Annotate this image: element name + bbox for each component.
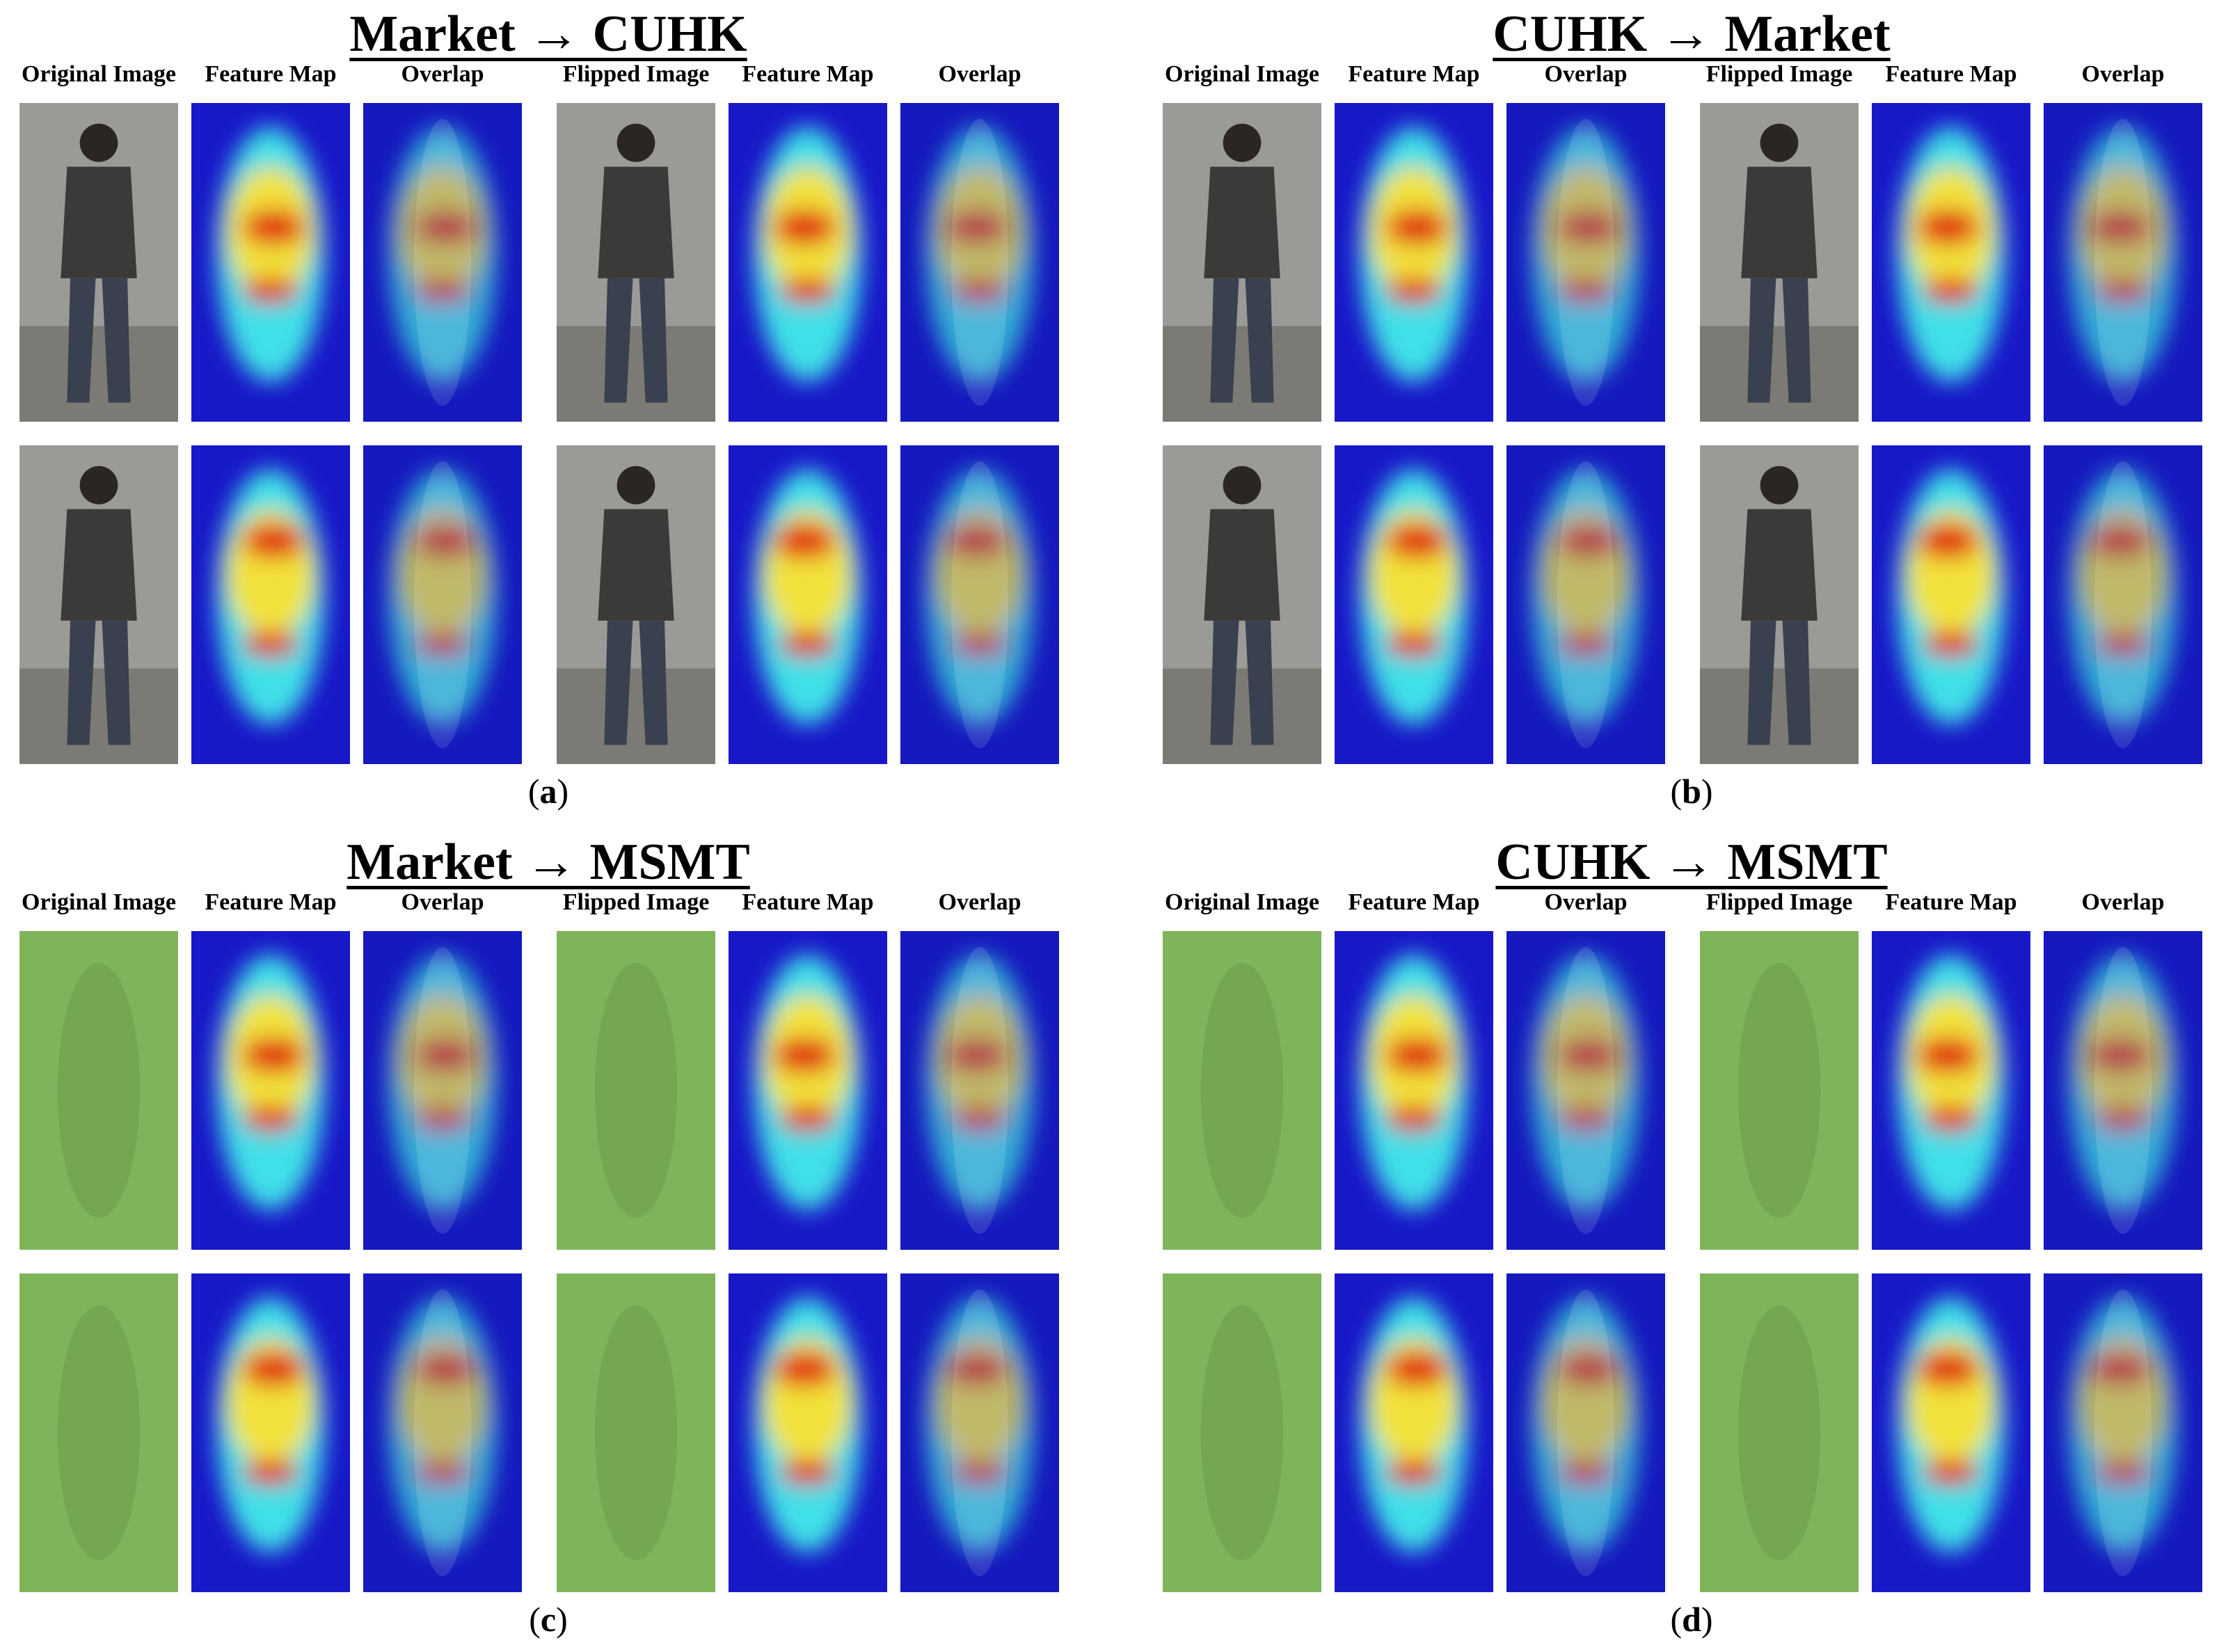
feature-map xyxy=(1335,1273,1493,1592)
column-label: Overlap xyxy=(938,889,1021,915)
flipped-overlap-image xyxy=(2044,103,2202,422)
source-image xyxy=(1163,931,1321,1250)
overlap-image xyxy=(363,931,522,1250)
panel-letter: d xyxy=(1682,1600,1701,1639)
feature-map xyxy=(191,103,350,422)
feature-map xyxy=(1335,931,1493,1250)
flipped-source-image xyxy=(557,103,715,422)
column-label: Overlap xyxy=(2081,61,2165,87)
column-label: Feature Map xyxy=(742,61,874,87)
source-image xyxy=(1163,1273,1321,1592)
panel-letter: b xyxy=(1682,772,1701,811)
column-label: Feature Map xyxy=(1885,889,2017,915)
panel-title-a: Market → CUHK xyxy=(349,6,747,63)
flipped-feature-map xyxy=(1872,931,2030,1250)
column-label: Original Image xyxy=(1165,889,1319,915)
column-label: Overlap xyxy=(1544,61,1628,87)
column-label: Flipped Image xyxy=(1705,61,1853,87)
source-image xyxy=(1163,103,1321,422)
column-label: Flipped Image xyxy=(562,61,710,87)
panel-title-b: CUHK → Market xyxy=(1493,6,1891,63)
flipped-feature-map xyxy=(729,931,887,1250)
column-label: Overlap xyxy=(401,889,484,915)
column-label: Feature Map xyxy=(742,889,874,915)
column-label: Flipped Image xyxy=(562,889,710,915)
feature-map xyxy=(191,1273,350,1592)
feature-map xyxy=(191,445,350,764)
panel-caption-b: (b) xyxy=(1670,772,1713,811)
feature-map xyxy=(191,931,350,1250)
column-label: Overlap xyxy=(401,61,484,87)
feature-map xyxy=(1335,103,1493,422)
panel-caption-c: (c) xyxy=(529,1600,568,1639)
panel-letter: c xyxy=(540,1600,557,1639)
column-label: Feature Map xyxy=(1885,61,2017,87)
overlap-image xyxy=(1506,103,1665,422)
overlap-image xyxy=(363,445,522,764)
flipped-source-image xyxy=(557,1273,715,1592)
column-label: Overlap xyxy=(2081,889,2165,915)
overlap-image xyxy=(1506,445,1665,764)
flipped-overlap-image xyxy=(900,931,1059,1250)
column-label: Feature Map xyxy=(205,889,337,915)
source-image xyxy=(1163,445,1321,764)
source-image xyxy=(19,1273,178,1592)
panel-title-c: Market → MSMT xyxy=(347,834,750,891)
flipped-overlap-image xyxy=(900,103,1059,422)
flipped-source-image xyxy=(1700,445,1859,764)
flipped-source-image xyxy=(1700,931,1859,1250)
flipped-feature-map xyxy=(1872,103,2030,422)
column-label: Original Image xyxy=(22,889,176,915)
overlap-image xyxy=(363,1273,522,1592)
column-label: Overlap xyxy=(1544,889,1628,915)
flipped-overlap-image xyxy=(900,445,1059,764)
flipped-feature-map xyxy=(1872,445,2030,764)
column-label: Feature Map xyxy=(205,61,337,87)
flipped-feature-map xyxy=(729,103,887,422)
overlap-image xyxy=(363,103,522,422)
flipped-source-image xyxy=(1700,103,1859,422)
panel-letter: a xyxy=(539,772,557,811)
flipped-overlap-image xyxy=(2044,1273,2202,1592)
feature-map xyxy=(1335,445,1493,764)
column-label: Flipped Image xyxy=(1705,889,1853,915)
flipped-feature-map xyxy=(729,1273,887,1592)
panel-caption-d: (d) xyxy=(1670,1600,1713,1639)
column-label: Feature Map xyxy=(1348,61,1480,87)
source-image xyxy=(19,931,178,1250)
column-label: Original Image xyxy=(1165,61,1319,87)
source-image xyxy=(19,103,178,422)
flipped-overlap-image xyxy=(2044,931,2202,1250)
flipped-overlap-image xyxy=(2044,445,2202,764)
flipped-feature-map xyxy=(1872,1273,2030,1592)
overlap-image xyxy=(1506,931,1665,1250)
flipped-overlap-image xyxy=(900,1273,1059,1592)
flipped-feature-map xyxy=(729,445,887,764)
flipped-source-image xyxy=(1700,1273,1859,1592)
panel-caption-a: (a) xyxy=(527,772,569,811)
panel-title-d: CUHK → MSMT xyxy=(1495,834,1888,891)
source-image xyxy=(19,445,178,764)
overlap-image xyxy=(1506,1273,1665,1592)
flipped-source-image xyxy=(557,445,715,764)
flipped-source-image xyxy=(557,931,715,1250)
column-label: Overlap xyxy=(938,61,1021,87)
column-label: Original Image xyxy=(22,61,176,87)
column-label: Feature Map xyxy=(1348,889,1480,915)
